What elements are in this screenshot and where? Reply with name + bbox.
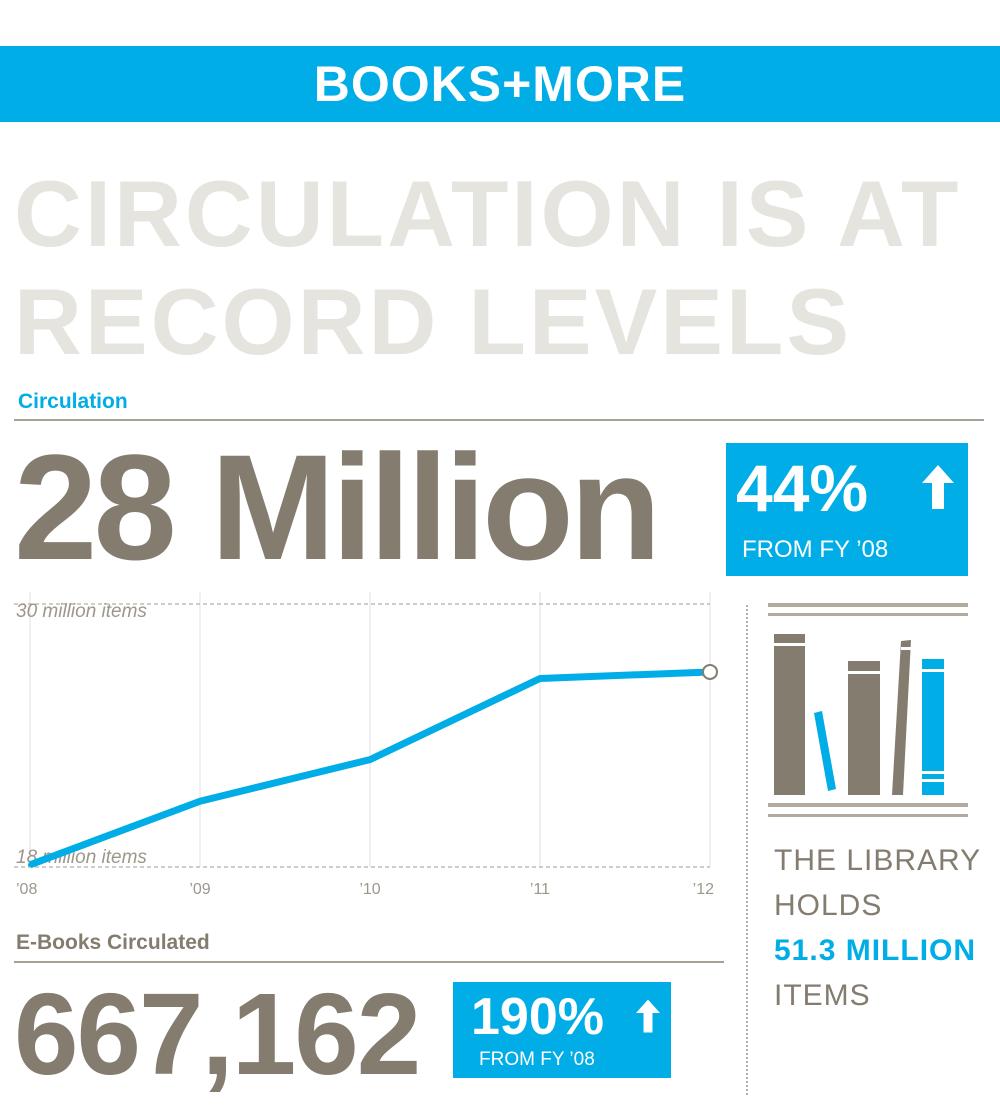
x-tick-label: ’12 (693, 881, 714, 898)
ebooks-change-badge: 190% FROM FY ’08 (453, 982, 671, 1078)
data-point-2 (368, 757, 372, 762)
circulation-line-chart: 30 million items 18 million items ’08 ’09 ’1… (14, 592, 718, 898)
circulation-rule (14, 419, 984, 421)
holdings-line-4: ITEMS (774, 979, 871, 1012)
arrow-up-icon (636, 999, 660, 1033)
circulation-change-from: FROM FY ’08 (742, 536, 889, 563)
x-tick-label: ’11 (530, 881, 550, 898)
data-point-1 (198, 799, 202, 804)
banner-title: BOOKS+MORE (313, 56, 687, 112)
holdings-text: THE LIBRARY HOLDS 51.3 MILLION ITEMS (774, 838, 981, 1018)
x-tick-label: ’10 (359, 881, 380, 898)
data-point-3 (538, 676, 542, 681)
ebooks-change-from: FROM FY ’08 (479, 1049, 595, 1070)
holdings-highlight: 51.3 MILLION (774, 934, 977, 967)
headline: CIRCULATION IS AT RECORD LEVELS (14, 160, 1000, 376)
ebooks-rule (14, 961, 724, 963)
circulation-label: Circulation (18, 390, 128, 413)
column-divider (746, 605, 748, 1095)
holdings-line-2: HOLDS (774, 889, 883, 922)
ebooks-value: 667,162 (14, 969, 421, 1099)
circulation-change-badge: 44% FROM FY ’08 (726, 443, 968, 576)
arrow-up-icon (922, 465, 954, 509)
holdings-line-1: THE LIBRARY (774, 844, 982, 877)
ebooks-change-value: 190% (471, 988, 604, 1046)
banner: BOOKS+MORE (0, 46, 1000, 122)
ebooks-label: E-Books Circulated (16, 931, 210, 954)
books-on-shelf-icon (768, 603, 968, 817)
y-tick-label-max: 30 million items (16, 601, 147, 622)
headline-line-2: RECORD LEVELS (14, 269, 853, 374)
circulation-change-value: 44% (736, 451, 869, 525)
y-tick-label-min: 18 million items (16, 847, 147, 868)
x-tick-label: ’08 (16, 881, 37, 898)
data-point-end-marker (702, 663, 718, 680)
x-tick-label: ’09 (189, 881, 210, 898)
headline-line-1: CIRCULATION IS AT (14, 161, 962, 266)
circulation-value: 28 Million (14, 423, 661, 591)
data-point-0 (28, 862, 32, 867)
